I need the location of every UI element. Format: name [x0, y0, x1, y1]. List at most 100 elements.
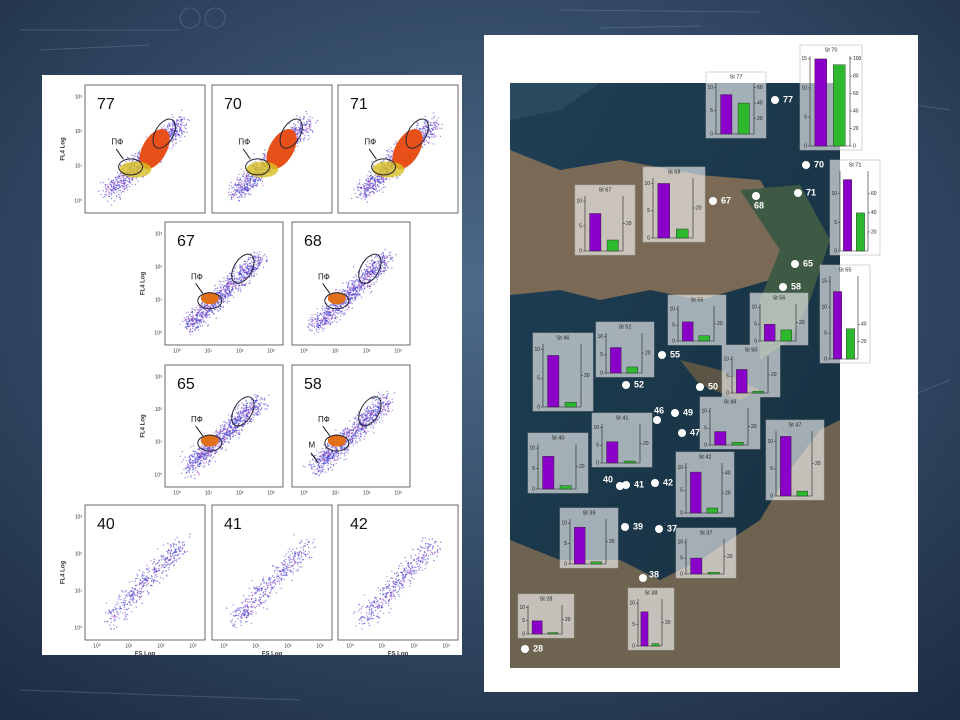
event-dot: [197, 304, 199, 307]
event-dot: [316, 314, 319, 316]
event-dot: [358, 186, 360, 189]
event-dot: [382, 256, 384, 258]
event-dot: [369, 266, 371, 269]
event-dot: [423, 127, 426, 130]
event-dot: [255, 178, 257, 181]
event-dot: [246, 271, 248, 273]
event-dot: [356, 187, 359, 189]
event-dot: [116, 176, 119, 178]
gate-label: ПФ: [364, 138, 376, 147]
event-dot: [217, 443, 220, 445]
event-dot: [367, 194, 370, 196]
event-dot: [183, 116, 185, 119]
event-dot: [105, 191, 107, 193]
event-dot: [297, 145, 299, 148]
event-dot: [263, 255, 265, 257]
event-dot: [175, 135, 177, 138]
event-dot: [368, 266, 370, 268]
event-dot: [314, 333, 316, 335]
event-dot: [254, 257, 257, 259]
event-dot: [131, 183, 133, 186]
event-dot: [373, 284, 375, 286]
event-dot: [253, 273, 255, 275]
event-dot: [362, 195, 364, 198]
event-dot: [332, 304, 334, 306]
event-dot: [315, 328, 317, 330]
event-dot: [250, 178, 252, 180]
event-dot: [186, 316, 188, 318]
event-dot: [177, 124, 179, 126]
event-dot: [231, 288, 234, 290]
event-dot: [250, 403, 253, 405]
event-dot: [241, 269, 243, 271]
event-dot: [191, 325, 194, 327]
event-dot: [161, 127, 163, 129]
event-dot: [364, 182, 366, 184]
event-dot: [184, 118, 186, 120]
event-dot: [433, 133, 435, 135]
event-dot: [307, 326, 309, 328]
event-dot: [110, 192, 113, 195]
event-dot: [119, 179, 122, 181]
event-dot: [201, 304, 204, 307]
event-dot: [361, 285, 363, 288]
event-dot: [99, 182, 102, 184]
event-dot: [308, 125, 311, 128]
event-dot: [348, 291, 351, 294]
event-dot: [137, 157, 139, 159]
event-dot: [382, 252, 385, 254]
event-dot: [178, 135, 181, 137]
event-dot: [306, 131, 308, 133]
event-dot: [375, 261, 377, 263]
event-dot: [198, 458, 200, 460]
event-dot: [315, 122, 317, 124]
event-dot: [119, 186, 121, 188]
event-dot: [233, 283, 235, 285]
event-dot: [369, 287, 371, 289]
event-dot: [115, 179, 118, 181]
event-dot: [303, 117, 305, 120]
event-dot: [243, 170, 245, 173]
event-dot: [108, 188, 111, 190]
event-dot: [383, 254, 385, 257]
event-dot: [376, 178, 378, 181]
event-dot: [199, 323, 201, 325]
event-dot: [224, 421, 226, 423]
event-dot: [369, 195, 371, 197]
event-dot: [225, 449, 227, 451]
event-dot: [233, 194, 236, 197]
event-dot: [198, 313, 200, 316]
event-dot: [138, 150, 140, 152]
event-dot: [418, 128, 420, 130]
event-dot: [179, 136, 181, 139]
x-tick-label: 10³: [267, 348, 275, 354]
event-dot: [372, 191, 375, 193]
event-dot: [181, 124, 183, 127]
event-dot: [395, 142, 397, 145]
event-dot: [264, 153, 266, 156]
panel-label: 71: [350, 96, 368, 113]
event-dot: [257, 265, 259, 267]
event-dot: [422, 129, 424, 132]
event-dot: [118, 196, 121, 198]
event-dot: [309, 316, 312, 319]
event-dot: [182, 130, 184, 133]
event-dot: [315, 325, 318, 328]
event-dot: [382, 183, 384, 186]
event-dot: [299, 138, 301, 141]
event-dot: [350, 287, 353, 290]
event-dot: [373, 272, 375, 275]
event-dot: [322, 317, 325, 320]
event-dot: [236, 178, 238, 181]
event-dot: [249, 180, 251, 182]
event-dot: [98, 190, 100, 192]
event-dot: [422, 134, 424, 136]
x-tick-label: 10¹: [332, 348, 340, 354]
event-dot: [238, 195, 241, 198]
event-dot: [221, 448, 223, 450]
event-dot: [244, 263, 246, 265]
event-dot: [181, 450, 183, 453]
event-dot: [375, 264, 377, 266]
event-dot: [202, 325, 204, 327]
event-dot: [359, 287, 361, 289]
